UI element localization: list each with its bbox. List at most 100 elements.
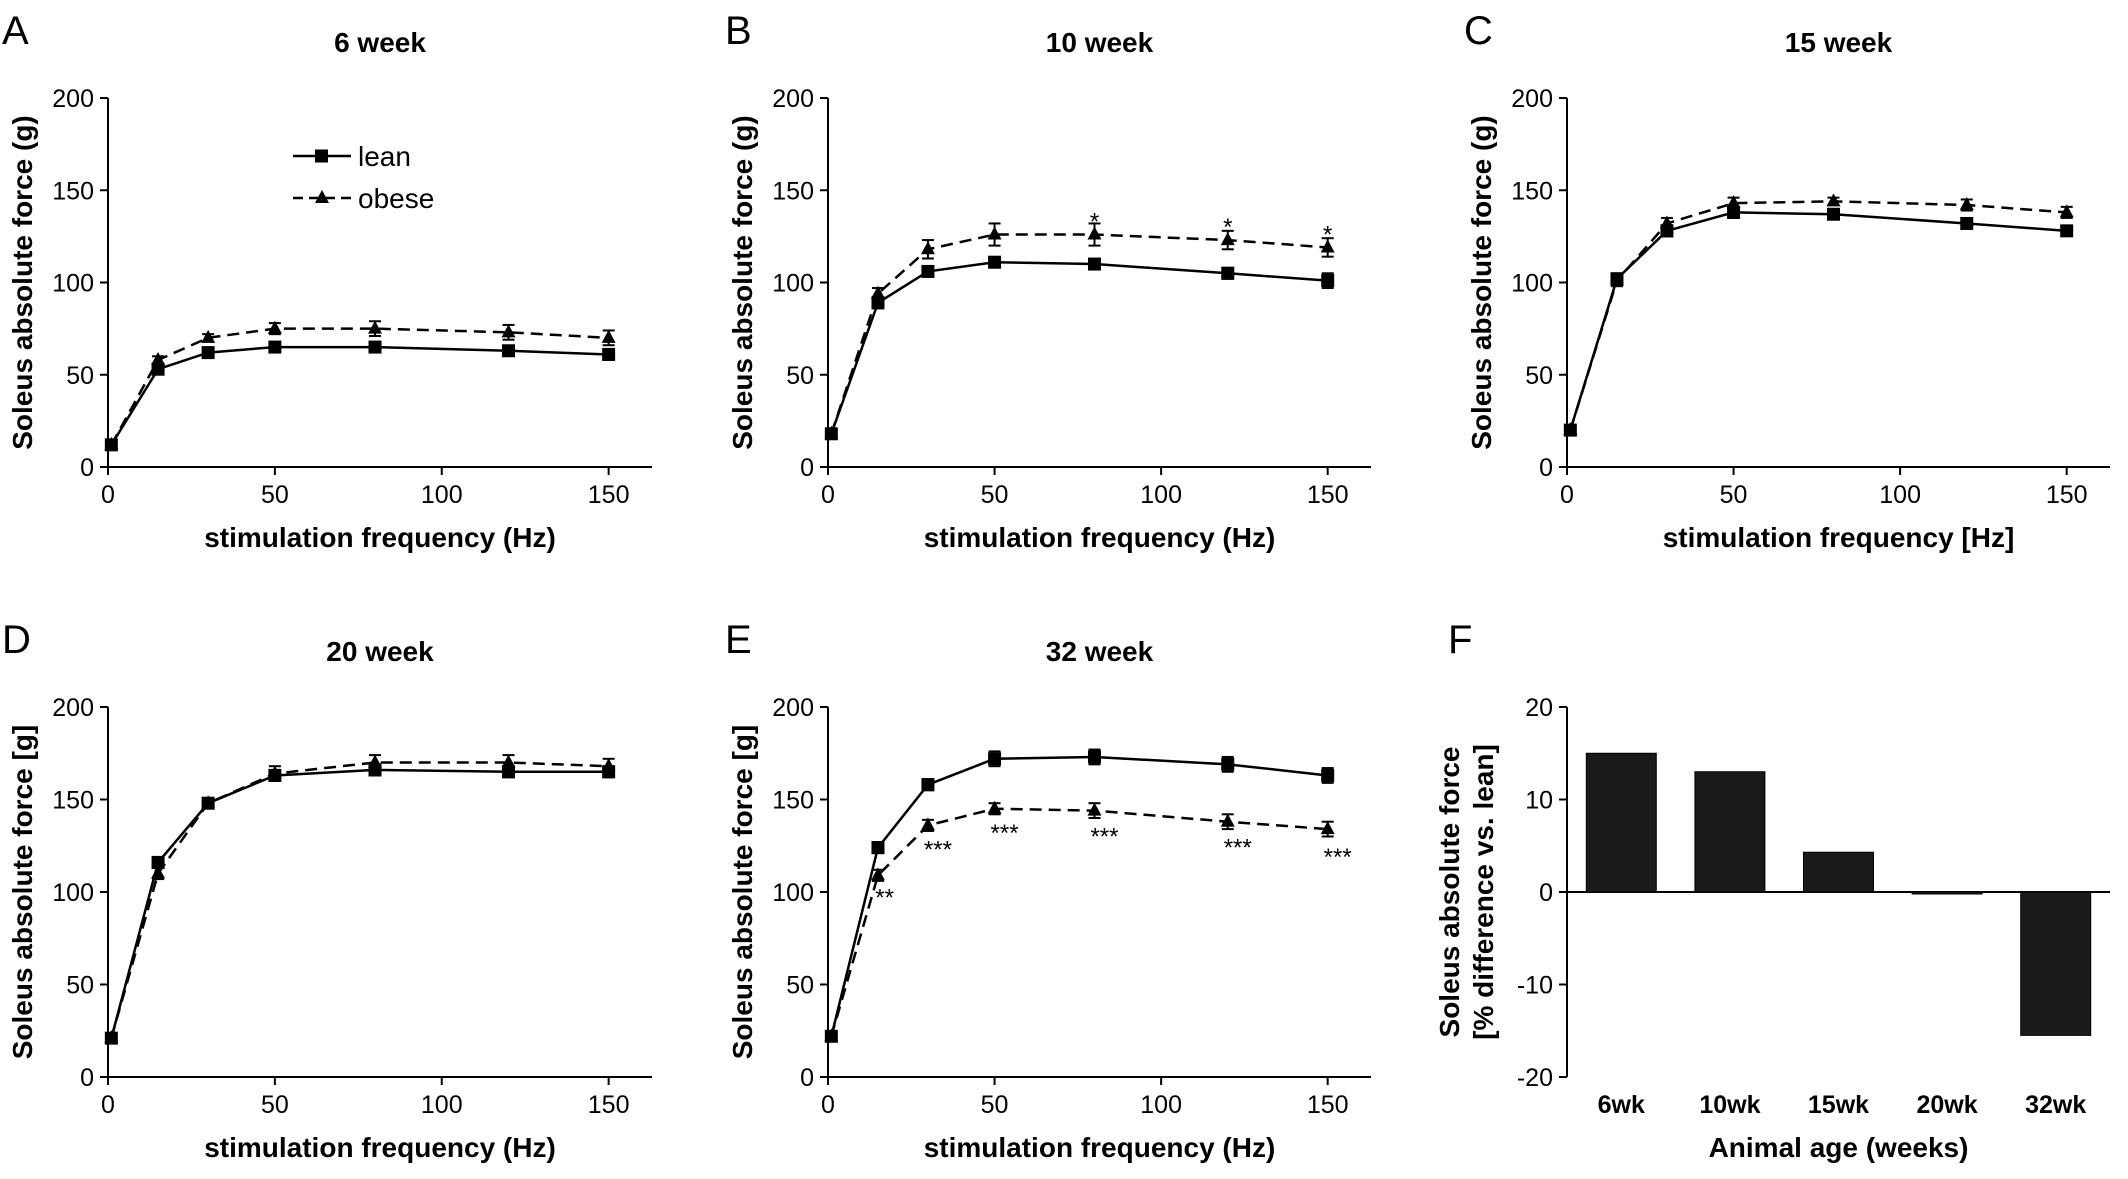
panel-letter: A (2, 9, 29, 53)
panel-title: 6 week (334, 27, 426, 58)
data-point-triangle (920, 817, 935, 831)
significance-marker: *** (991, 820, 1019, 847)
y-axis-label: Soleus absolute force (g) (1466, 115, 1497, 450)
data-point-triangle (601, 758, 616, 772)
y-tick-label: 100 (1511, 270, 1553, 298)
x-tick-label: 150 (1307, 1091, 1349, 1119)
x-tick-label: 150 (1307, 481, 1349, 509)
legend: lean obese (293, 141, 434, 214)
data-point-triangle (1087, 802, 1102, 816)
data-point-square (921, 778, 935, 792)
y-tick-label: 150 (1511, 177, 1553, 205)
series-obese (104, 754, 616, 1044)
panel-title: 15 week (1785, 27, 1893, 58)
bar-15wk (1803, 851, 1874, 893)
y-tick-label: 150 (52, 787, 94, 815)
data-point-square (268, 340, 282, 354)
legend-label-lean: lean (358, 141, 411, 172)
data-point-triangle (104, 1030, 119, 1044)
data-point-triangle (1220, 232, 1235, 246)
y-axis-label: Soleus absolute force [g] (727, 725, 758, 1060)
data-point-square (1088, 750, 1101, 764)
x-tick-label: 0 (101, 481, 115, 509)
data-point-square (871, 841, 885, 855)
y-tick-label: 50 (786, 972, 814, 1000)
y-tick-label: 0 (80, 454, 94, 482)
series-lean (104, 340, 616, 452)
data-point-square (602, 347, 616, 361)
data-point-triangle (1320, 239, 1335, 253)
data-point-triangle (1320, 821, 1335, 835)
y-tick-label: 50 (1525, 362, 1553, 390)
panel-title: 20 week (326, 636, 434, 667)
significance-marker: ** (875, 885, 894, 912)
panel-c: C 15 week 0 50 100 150 200 0 50 100 150 stimulation… (1464, 9, 2110, 553)
data-point-square (1960, 216, 1974, 230)
significance-marker: *** (1090, 824, 1118, 851)
x-axis-label: Animal age (weeks) (1709, 1132, 1969, 1163)
legend-marker-lean (315, 149, 328, 163)
category-label: 6wk (1598, 1091, 1645, 1119)
y-tick-label: 20 (1525, 694, 1553, 722)
x-tick-label: 100 (1140, 481, 1182, 509)
series-line (1569, 200, 2067, 431)
x-axis-label: stimulation frequency (Hz) (924, 1132, 1276, 1163)
data-point-triangle (151, 865, 166, 879)
panel-title: 10 week (1046, 27, 1154, 58)
panel-letter: C (1464, 9, 1493, 53)
series-obese (824, 800, 1335, 1042)
y-tick-label: 150 (52, 177, 94, 205)
y-tick-label: 0 (80, 1064, 94, 1092)
significance-marker: * (1223, 214, 1232, 241)
y-tick-label: 200 (52, 694, 94, 722)
data-point-square (988, 255, 1002, 269)
panel-e: E 32 week 0 50 100 150 200 0 50 100 150 stimulation… (725, 618, 1371, 1163)
panel-a: A 6 week 0 50 100 150 200 0 50 100 150 stimulation … (2, 9, 652, 553)
category-label: 20wk (1917, 1091, 1978, 1119)
y-tick-label: 100 (772, 879, 814, 907)
data-point-triangle (824, 1028, 839, 1042)
data-point-triangle (1087, 226, 1102, 240)
panel-letter: F (1448, 618, 1472, 662)
data-point-triangle (870, 285, 885, 299)
y-axis-label: Soleus absolute force [g] (7, 725, 38, 1060)
category-label: 10wk (1699, 1091, 1760, 1119)
series-obese (824, 222, 1335, 439)
data-point-triangle (368, 320, 382, 334)
x-tick-label: 0 (821, 481, 835, 509)
x-tick-label: 100 (421, 1091, 463, 1119)
bar-10wk (1694, 771, 1766, 893)
significance-marker: * (1090, 209, 1099, 236)
y-tick-label: 150 (772, 177, 814, 205)
series-obese (104, 320, 616, 450)
x-axis-label: stimulation frequency (Hz) (204, 1132, 556, 1163)
bar-20wk (1911, 891, 1983, 895)
data-point-triangle (104, 436, 119, 450)
series-line (110, 761, 609, 1039)
legend-label-obese: obese (358, 183, 434, 214)
data-point-triangle (1220, 813, 1235, 827)
significance-marker: *** (1324, 844, 1352, 871)
data-point-triangle (501, 324, 516, 338)
y-tick-label: 200 (52, 85, 94, 113)
data-point-triangle (824, 425, 839, 439)
data-point-triangle (1609, 272, 1624, 286)
y-tick-label: -10 (1517, 972, 1553, 1000)
y-tick-label: 50 (66, 972, 94, 1000)
x-tick-label: 0 (101, 1091, 115, 1119)
series-line (830, 807, 1328, 1037)
y-tick-label: 100 (52, 879, 94, 907)
x-tick-label: 0 (1560, 481, 1574, 509)
x-axis-label: stimulation frequency (Hz) (204, 522, 556, 553)
y-tick-label: 100 (52, 270, 94, 298)
data-point-square (368, 340, 382, 354)
data-point-triangle (201, 795, 216, 809)
panel-title: 32 week (1046, 636, 1154, 667)
data-point-triangle (501, 754, 516, 768)
data-point-triangle (987, 800, 1002, 814)
y-tick-label: 10 (1525, 787, 1553, 815)
y-tick-label: 0 (800, 1064, 814, 1092)
data-point-square (1827, 207, 1840, 221)
data-point-square (201, 346, 215, 360)
